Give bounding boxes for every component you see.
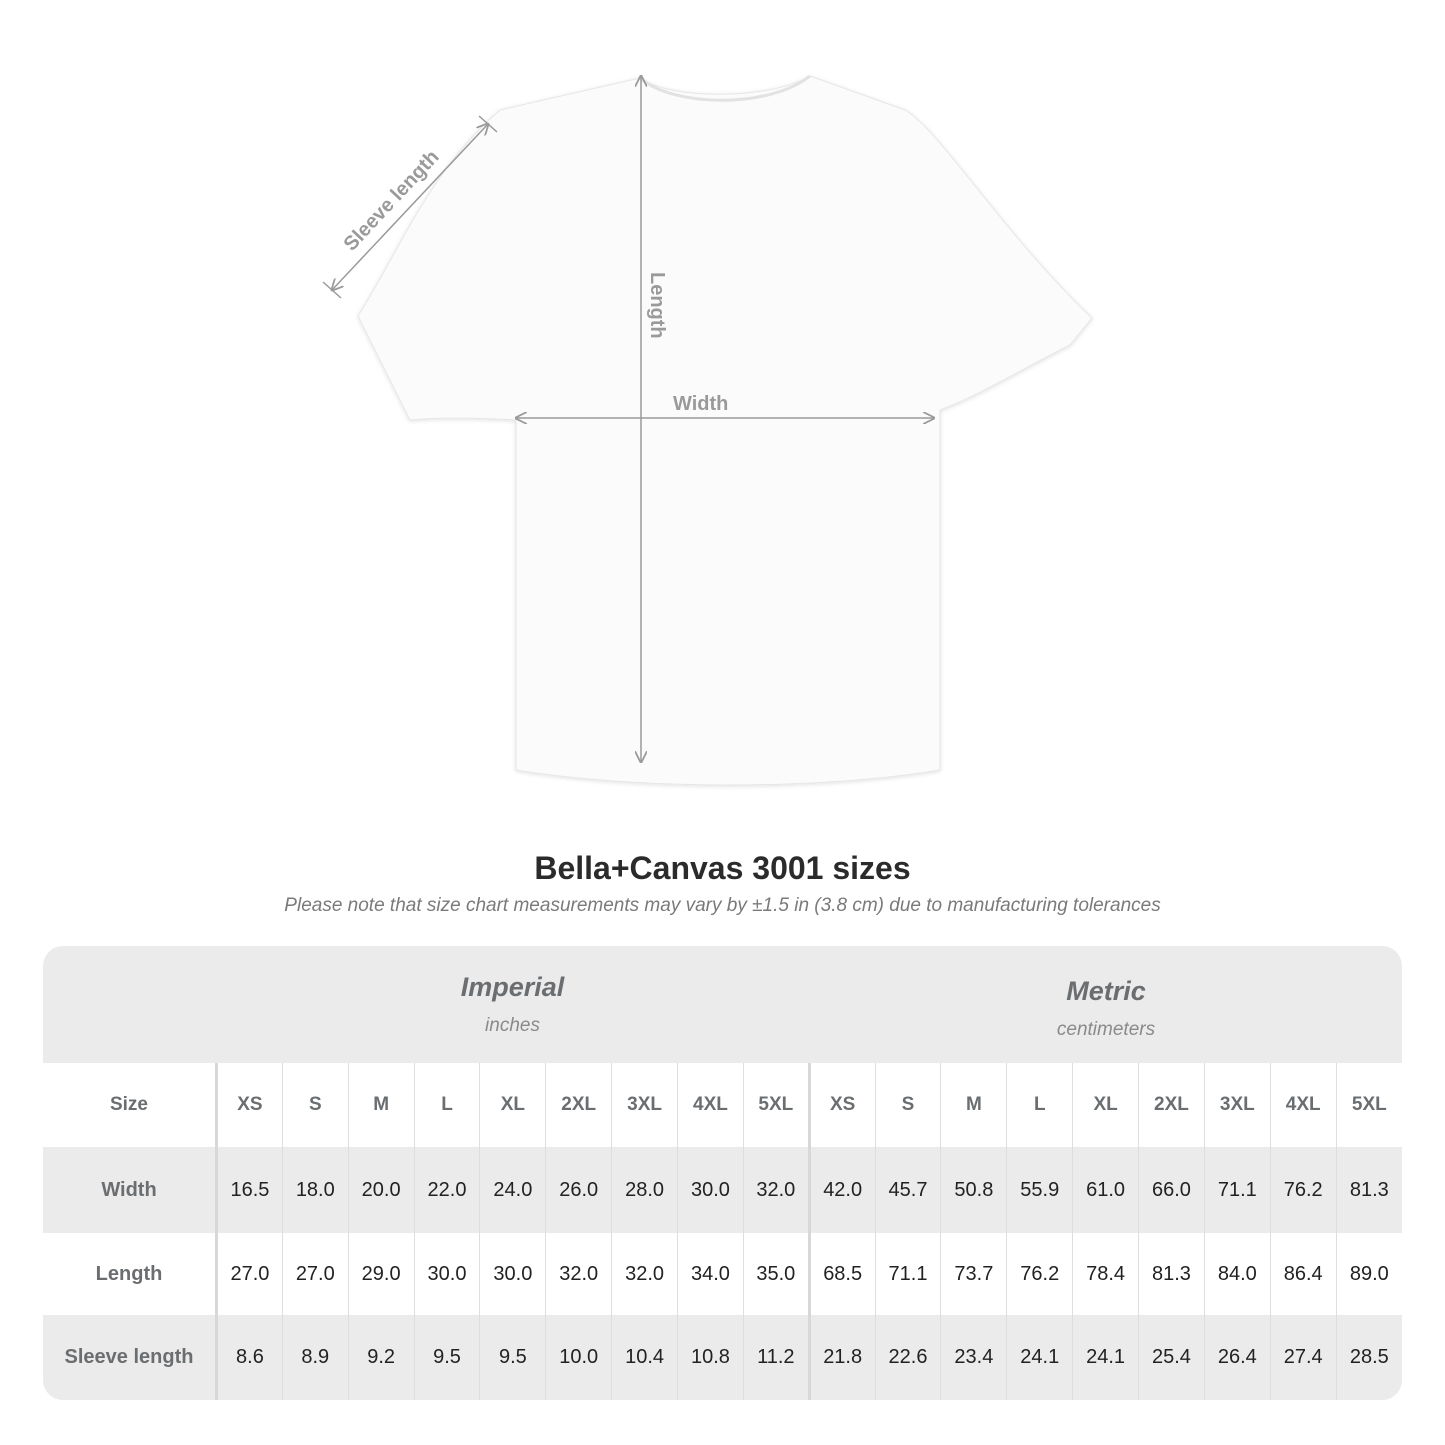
metric-size-2xl: 2XL — [1138, 1063, 1205, 1147]
imperial-size-xl: XL — [479, 1063, 546, 1147]
metric-size-3xl: 3XL — [1203, 1063, 1271, 1147]
metric-value: 42.0 — [807, 1147, 876, 1233]
metric-value: 66.0 — [1138, 1147, 1205, 1233]
metric-value: 71.1 — [874, 1233, 941, 1315]
imperial-value: 9.5 — [413, 1315, 480, 1400]
imperial-value: 16.5 — [216, 1147, 283, 1233]
metric-value: 22.6 — [874, 1315, 941, 1400]
size-table: Size XS S M L XL 2XL 3XL 4XL 5XL XS S M L XL 2XL 3XL 4XL 5… — [43, 1063, 1402, 1400]
metric-value: 21.8 — [807, 1315, 876, 1400]
imperial-value: 29.0 — [347, 1233, 415, 1315]
metric-value: 86.4 — [1269, 1233, 1337, 1315]
row-label: Length — [43, 1233, 218, 1315]
page-title: Bella+Canvas 3001 sizes — [534, 850, 911, 886]
imperial-size-s: S — [281, 1063, 349, 1147]
imperial-value: 10.0 — [545, 1315, 612, 1400]
metric-header: Metric centimeters — [810, 946, 1402, 1093]
imperial-value: 11.2 — [742, 1315, 810, 1400]
metric-value: 24.1 — [1072, 1315, 1139, 1400]
metric-size-xl: XL — [1072, 1063, 1139, 1147]
metric-title: Metric — [1066, 976, 1146, 1006]
imperial-size-3xl: 3XL — [611, 1063, 678, 1147]
imperial-size-xs: XS — [216, 1063, 283, 1147]
metric-size-5xl: 5XL — [1335, 1063, 1402, 1147]
table-row: Length 27.0 27.0 29.0 30.0 30.0 32.0 32.0 34.0 35… — [43, 1233, 1402, 1315]
metric-unit: centimeters — [1056, 1019, 1156, 1040]
imperial-value: 32.0 — [611, 1233, 678, 1315]
metric-value: 50.8 — [940, 1147, 1007, 1233]
imperial-value: 26.0 — [545, 1147, 612, 1233]
imperial-title: Imperial — [460, 972, 565, 1002]
imperial-value: 30.0 — [479, 1233, 546, 1315]
imperial-size-l: L — [413, 1063, 480, 1147]
metric-value: 45.7 — [874, 1147, 941, 1233]
imperial-value: 35.0 — [742, 1233, 810, 1315]
imperial-size-4xl: 4XL — [677, 1063, 744, 1147]
metric-value: 71.1 — [1203, 1147, 1271, 1233]
imperial-value: 22.0 — [413, 1147, 480, 1233]
imperial-value: 30.0 — [677, 1147, 744, 1233]
metric-size-l: L — [1006, 1063, 1073, 1147]
tolerance-note: Please note that size chart measurements… — [284, 895, 1161, 916]
imperial-size-2xl: 2XL — [545, 1063, 612, 1147]
tshirt-diagram: Sleeve length Length Width — [322, 0, 1093, 786]
imperial-value: 32.0 — [742, 1147, 810, 1233]
metric-value: 89.0 — [1335, 1233, 1402, 1315]
row-label: Sleeve length — [43, 1315, 218, 1400]
metric-value: 73.7 — [940, 1233, 1007, 1315]
imperial-value: 30.0 — [413, 1233, 480, 1315]
metric-value: 76.2 — [1006, 1233, 1073, 1315]
imperial-value: 34.0 — [677, 1233, 744, 1315]
imperial-value: 20.0 — [347, 1147, 415, 1233]
metric-value: 61.0 — [1072, 1147, 1139, 1233]
imperial-value: 27.0 — [216, 1233, 283, 1315]
size-chart-table: Imperial inches Metric centimeters Size X… — [43, 946, 1402, 1400]
metric-size-s: S — [874, 1063, 941, 1147]
metric-value: 81.3 — [1138, 1233, 1205, 1315]
metric-size-m: M — [940, 1063, 1007, 1147]
imperial-unit: inches — [485, 1015, 540, 1036]
tshirt-shape — [357, 75, 1093, 786]
table-row: Width 16.5 18.0 20.0 22.0 24.0 26.0 28.0 30.0 32.… — [43, 1147, 1402, 1233]
table-row: Sleeve length 8.6 8.9 9.2 9.5 9.5 10.0 10.4 10.8… — [43, 1315, 1402, 1400]
length-label: Length — [646, 272, 668, 339]
imperial-value: 9.2 — [347, 1315, 415, 1400]
imperial-value: 27.0 — [281, 1233, 349, 1315]
size-header-row: Size XS S M L XL 2XL 3XL 4XL 5XL XS S M L XL 2XL 3XL 4XL 5… — [43, 1063, 1402, 1147]
imperial-size-m: M — [347, 1063, 415, 1147]
size-label: Size — [43, 1063, 218, 1147]
width-label: Width — [673, 393, 728, 415]
imperial-value: 18.0 — [281, 1147, 349, 1233]
width-arrow: Width — [516, 393, 934, 418]
imperial-value: 10.4 — [611, 1315, 678, 1400]
imperial-header: Imperial inches — [215, 946, 810, 1089]
metric-size-4xl: 4XL — [1269, 1063, 1337, 1147]
imperial-value: 24.0 — [479, 1147, 546, 1233]
metric-value: 28.5 — [1335, 1315, 1402, 1400]
metric-value: 78.4 — [1072, 1233, 1139, 1315]
metric-value: 26.4 — [1203, 1315, 1271, 1400]
imperial-value: 8.9 — [281, 1315, 349, 1400]
imperial-value: 9.5 — [479, 1315, 546, 1400]
metric-value: 81.3 — [1335, 1147, 1402, 1233]
imperial-value: 10.8 — [677, 1315, 744, 1400]
imperial-value: 8.6 — [216, 1315, 283, 1400]
metric-value: 76.2 — [1269, 1147, 1337, 1233]
metric-value: 27.4 — [1269, 1315, 1337, 1400]
metric-value: 24.1 — [1006, 1315, 1073, 1400]
metric-value: 68.5 — [807, 1233, 876, 1315]
imperial-value: 32.0 — [545, 1233, 612, 1315]
metric-value: 84.0 — [1203, 1233, 1271, 1315]
row-label: Width — [43, 1147, 218, 1233]
imperial-size-5xl: 5XL — [742, 1063, 810, 1147]
metric-size-xs: XS — [807, 1063, 876, 1147]
metric-value: 23.4 — [940, 1315, 1007, 1400]
metric-value: 55.9 — [1006, 1147, 1073, 1233]
imperial-value: 28.0 — [611, 1147, 678, 1233]
metric-value: 25.4 — [1138, 1315, 1205, 1400]
